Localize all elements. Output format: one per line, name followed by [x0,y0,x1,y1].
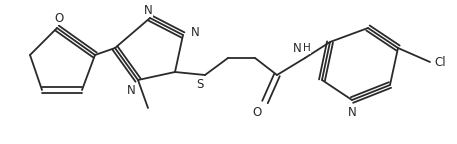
Text: N: N [292,41,301,54]
Text: H: H [303,43,311,53]
Text: N: N [348,106,356,119]
Text: O: O [252,106,261,119]
Text: N: N [127,84,135,96]
Text: N: N [191,25,199,38]
Text: S: S [197,78,204,91]
Text: N: N [143,3,152,17]
Text: Cl: Cl [434,55,446,69]
Text: O: O [54,12,64,24]
